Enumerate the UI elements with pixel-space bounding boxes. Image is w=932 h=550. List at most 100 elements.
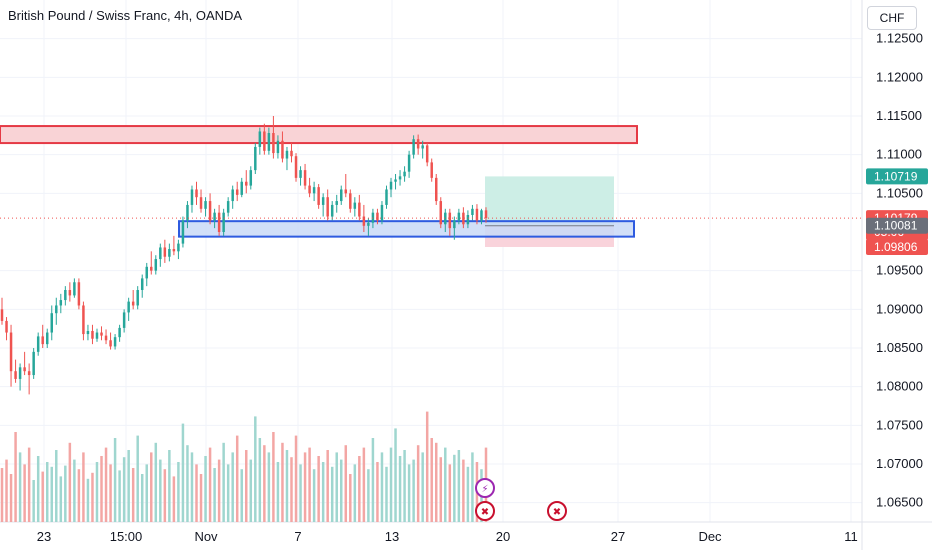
volume-bar xyxy=(177,462,180,522)
candle-body xyxy=(272,133,275,154)
candle-body xyxy=(308,185,311,194)
volume-bar xyxy=(14,432,17,522)
y-tick-label: 1.12000 xyxy=(876,69,923,84)
candle-body xyxy=(104,335,108,341)
candle-body xyxy=(122,312,126,328)
candle-body xyxy=(398,176,402,180)
volume-bar xyxy=(32,480,35,522)
volume-bar xyxy=(317,456,320,522)
volume-bar xyxy=(181,423,185,522)
candle-body xyxy=(36,336,40,352)
candle-body xyxy=(27,371,31,376)
candle-body xyxy=(91,330,94,339)
volume-bar xyxy=(168,450,171,522)
lightning-event-icon[interactable] xyxy=(475,478,495,498)
candle-body xyxy=(362,216,366,226)
volume-bar xyxy=(154,442,158,522)
candle-body xyxy=(109,340,112,347)
y-tick-label: 1.09500 xyxy=(876,263,923,278)
candle-body xyxy=(190,189,194,205)
target-price-badge xyxy=(866,168,928,185)
candle-body xyxy=(303,170,307,186)
volume-bar xyxy=(104,447,108,522)
volume-bar xyxy=(131,468,135,522)
candle-body xyxy=(258,131,262,147)
candle-body xyxy=(254,146,257,171)
candle-body xyxy=(385,189,388,205)
volume-bar xyxy=(457,450,461,522)
volume-bar xyxy=(281,442,284,522)
volume-bar xyxy=(199,474,203,522)
candle-body xyxy=(208,201,212,221)
uk-flag-event-icon[interactable] xyxy=(547,501,567,521)
candle-body xyxy=(462,212,465,225)
candle-body xyxy=(45,332,49,345)
candle-body xyxy=(267,133,271,151)
candle-body xyxy=(471,208,474,215)
volume-bar xyxy=(163,469,167,522)
candle-body xyxy=(55,305,58,314)
volume-bar xyxy=(145,464,148,522)
candle-body xyxy=(14,371,17,379)
candle-body xyxy=(231,189,234,202)
candle-body xyxy=(68,290,72,296)
volume-bar xyxy=(367,469,370,522)
x-tick-label: 23 xyxy=(37,529,51,544)
candle-body xyxy=(249,170,253,186)
volume-bar xyxy=(213,468,216,522)
candle-body xyxy=(285,150,289,159)
uk-flag-event-icon-glyph: ✖ xyxy=(481,507,489,518)
candle-body xyxy=(340,189,343,202)
candle-body xyxy=(453,220,456,229)
volume-bar xyxy=(109,464,112,522)
candle-body xyxy=(276,140,280,154)
candle-body xyxy=(82,305,85,335)
entry-price-badge xyxy=(866,217,928,234)
candle-body xyxy=(330,204,334,217)
chart-title: British Pound / Swiss Franc, 4h, OANDA xyxy=(8,8,243,23)
candle-body xyxy=(163,247,167,257)
volume-bar xyxy=(5,459,8,522)
candle-body xyxy=(113,337,117,347)
lightning-event-icon-glyph: ⚡ xyxy=(481,484,488,495)
candle-body xyxy=(412,139,415,155)
x-tick-label: Nov xyxy=(194,529,218,544)
volume-bar xyxy=(263,445,266,522)
volume-bar xyxy=(222,442,225,522)
candle-body xyxy=(344,189,348,194)
candle-body xyxy=(367,222,370,226)
candle-body xyxy=(5,320,8,333)
volume-bar xyxy=(95,462,99,522)
volume-bar xyxy=(466,466,470,522)
support-zone[interactable] xyxy=(178,220,635,238)
resistance-zone[interactable] xyxy=(0,125,638,145)
x-tick-label: 13 xyxy=(385,529,399,544)
x-tick-label: Dec xyxy=(698,529,722,544)
volume-bar xyxy=(335,452,338,522)
target-price-badge-text: 1.10719 xyxy=(874,169,918,183)
candle-body xyxy=(480,210,483,221)
volume-bar xyxy=(208,447,212,522)
candle-body xyxy=(64,290,67,301)
volume-bar xyxy=(258,438,262,522)
volume-bar xyxy=(172,476,176,522)
volume-bar xyxy=(41,471,44,522)
volume-bar xyxy=(122,457,126,522)
candle-body xyxy=(172,249,176,252)
volume-bar xyxy=(421,452,424,522)
volume-bar xyxy=(412,459,415,522)
candle-body xyxy=(466,214,470,225)
candle-body xyxy=(335,201,338,205)
volume-bar xyxy=(190,452,194,522)
candle-body xyxy=(394,179,397,182)
currency-button[interactable]: CHF xyxy=(867,6,917,30)
volume-bar xyxy=(136,435,139,522)
uk-flag-event-icon[interactable] xyxy=(475,501,495,521)
stop-price-badge-text: 1.09806 xyxy=(874,240,918,254)
volume-bar xyxy=(59,476,63,522)
volume-bar xyxy=(245,450,248,522)
volume-bar xyxy=(45,462,49,522)
volume-bar xyxy=(462,459,465,522)
volume-bar xyxy=(217,459,221,522)
